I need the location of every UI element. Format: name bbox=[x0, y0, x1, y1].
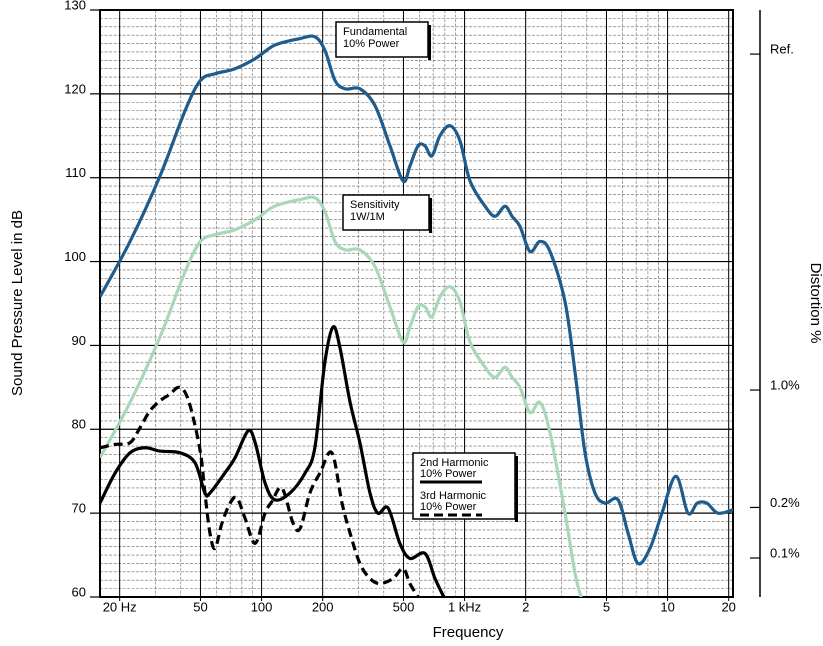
y-tick-label: 120 bbox=[64, 81, 86, 96]
series-line bbox=[100, 34, 733, 566]
x-tick-label: 1 kHz bbox=[448, 599, 481, 614]
annotation-text: 1W/1M bbox=[350, 211, 385, 223]
legend-text: 2nd Harmonic bbox=[420, 457, 489, 469]
legend-box bbox=[412, 452, 516, 520]
legend-text: 3rd Harmonic bbox=[420, 490, 487, 502]
y-tick-label: 130 bbox=[64, 0, 86, 12]
annotation-shadow bbox=[429, 198, 432, 233]
y-tick-label: 100 bbox=[64, 249, 86, 264]
x-tick-label: 2 bbox=[522, 599, 529, 614]
x-tick-label: 200 bbox=[312, 599, 334, 614]
annotation-text: 10% Power bbox=[343, 38, 400, 50]
y2-axis-label: Distortion % bbox=[807, 263, 823, 344]
y-tick-label: 70 bbox=[72, 501, 86, 516]
x-tick-label: 100 bbox=[251, 599, 273, 614]
x-tick-label: 500 bbox=[393, 599, 415, 614]
y-axis-label: Sound Pressure Level in dB bbox=[9, 210, 26, 396]
legend-shadow bbox=[515, 456, 518, 522]
annotation-text: Fundamental bbox=[343, 26, 407, 38]
series-line bbox=[100, 385, 420, 597]
annotation-text: Sensitivity bbox=[350, 199, 400, 211]
y2-tick-label: 0.2% bbox=[770, 495, 800, 510]
x-tick-label: 20 bbox=[721, 599, 735, 614]
x-axis-label: Frequency bbox=[433, 624, 504, 641]
y2-tick-label: Ref. bbox=[770, 42, 794, 57]
x-tick-label: 10 bbox=[660, 599, 674, 614]
y-tick-label: 60 bbox=[72, 584, 86, 599]
y2-tick-label: 0.1% bbox=[770, 545, 800, 560]
y-tick-label: 110 bbox=[65, 165, 86, 180]
y2-tick-label: 1.0% bbox=[770, 377, 800, 392]
x-tick-label: 50 bbox=[193, 599, 207, 614]
legend-text: 10% Power bbox=[420, 501, 477, 513]
annotation-shadow bbox=[428, 25, 431, 60]
annotation-box bbox=[342, 194, 430, 231]
annotation-box bbox=[335, 21, 429, 58]
y-tick-label: 90 bbox=[72, 333, 86, 348]
x-tick-label: 20 Hz bbox=[103, 599, 137, 614]
x-tick-label: 5 bbox=[603, 599, 610, 614]
series-line bbox=[100, 195, 583, 597]
legend-text: 10% Power bbox=[420, 468, 477, 480]
y-tick-label: 80 bbox=[72, 417, 86, 432]
series-line bbox=[100, 325, 446, 597]
